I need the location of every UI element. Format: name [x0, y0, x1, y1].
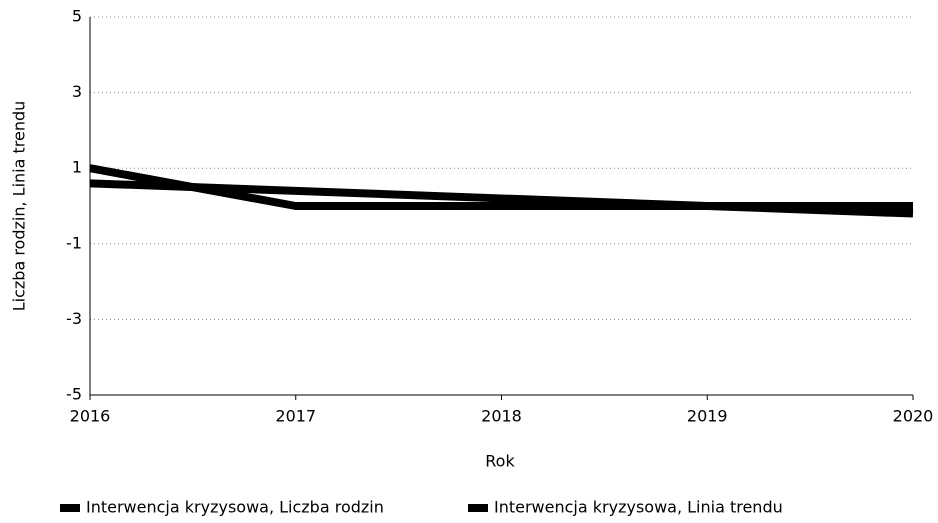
y-tick-label: -5 — [66, 385, 82, 404]
x-axis-label: Rok — [485, 452, 515, 471]
y-tick-label: 1 — [72, 158, 82, 177]
legend-swatch — [468, 504, 488, 512]
y-tick-label: -3 — [66, 309, 82, 328]
legend-swatch — [60, 504, 80, 512]
legend-label: Interwencja kryzysowa, Liczba rodzin — [86, 498, 384, 517]
legend-label: Interwencja kryzysowa, Linia trendu — [494, 498, 783, 517]
y-axis-label: Liczba rodzin, Linia trendu — [10, 101, 29, 312]
y-tick-label: -1 — [66, 233, 82, 252]
x-tick-label: 2018 — [481, 407, 522, 426]
x-tick-label: 2020 — [893, 407, 934, 426]
x-tick-label: 2019 — [687, 407, 728, 426]
x-tick-label: 2016 — [70, 407, 111, 426]
series-line — [89, 179, 914, 218]
y-tick-label: 5 — [72, 7, 82, 26]
x-tick-label: 2017 — [275, 407, 316, 426]
y-tick-label: 3 — [72, 82, 82, 101]
